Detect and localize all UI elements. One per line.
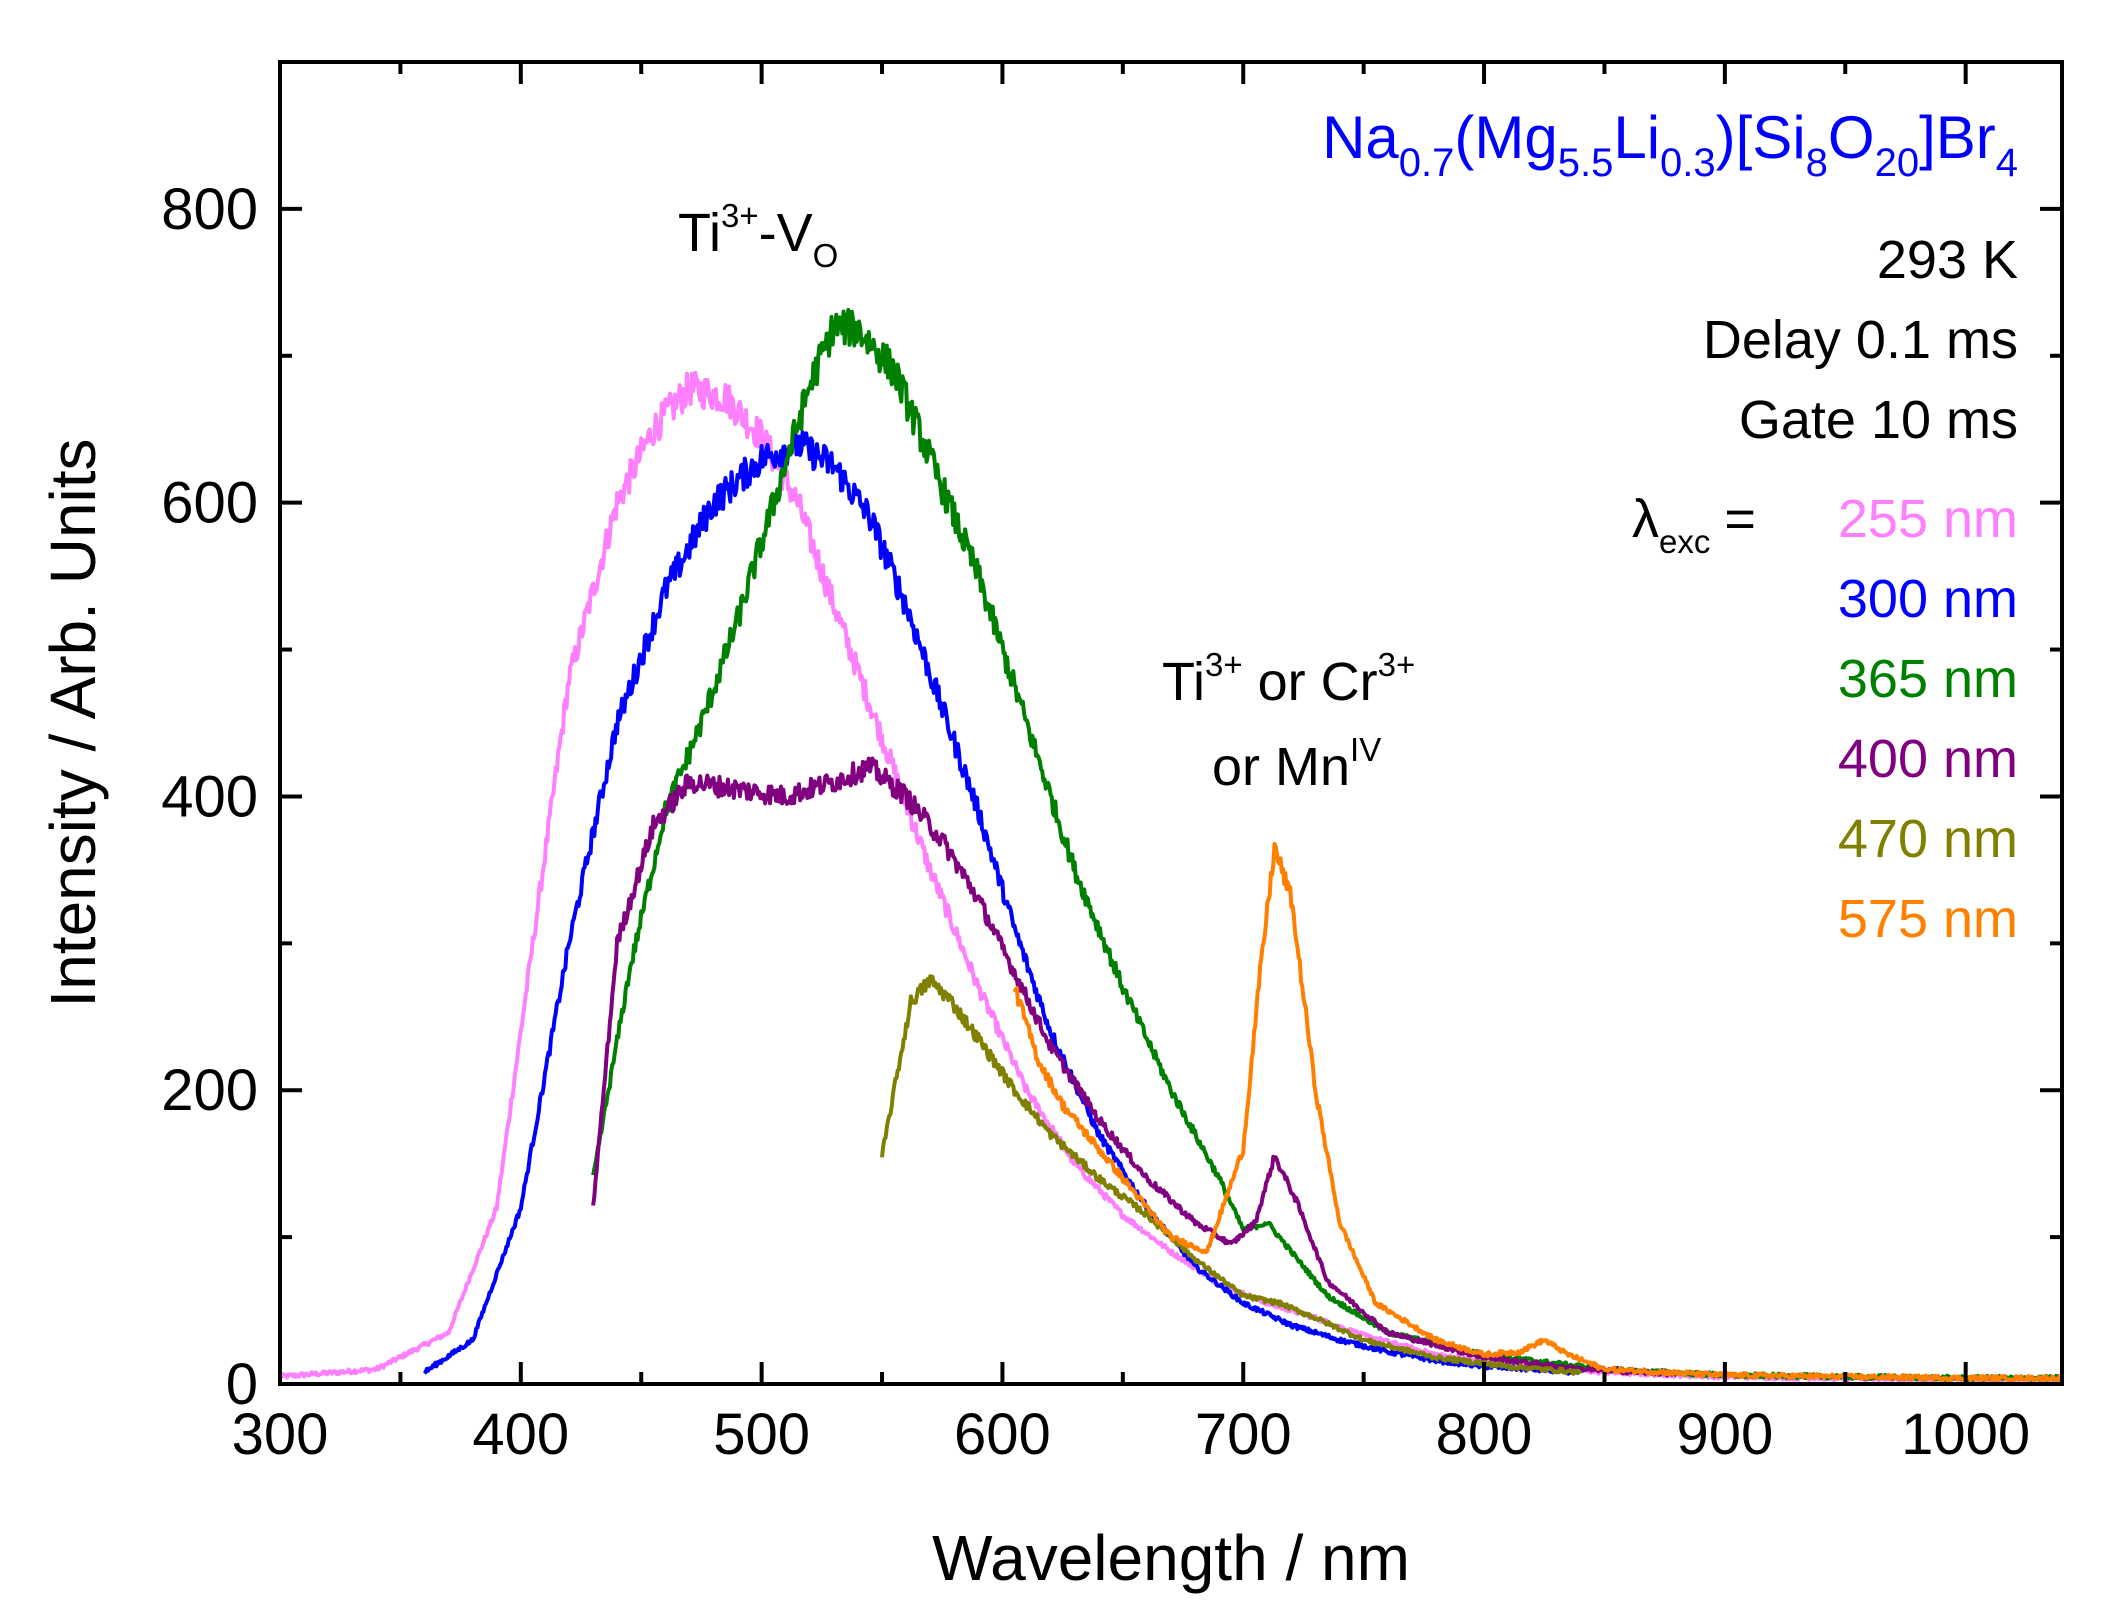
ann2-ti: Ti [1162, 652, 1205, 712]
x-tick-label: 600 [954, 1402, 1051, 1467]
series-line-575-nm [1012, 841, 2064, 1383]
formula-part: Li [1613, 104, 1660, 171]
series-line-300-nm [422, 428, 1582, 1376]
x-tick-label: 800 [1436, 1402, 1533, 1467]
temperature-label: 293 K [1877, 230, 2018, 290]
ann-ti-charge: 3+ [721, 197, 759, 234]
formula-subscript: 8 [1806, 141, 1828, 185]
excitation-lambda-label: λexc = [1632, 489, 1756, 560]
ann3-mn-charge: IV [1350, 731, 1381, 768]
x-tick-label: 400 [472, 1402, 569, 1467]
series-layer [278, 308, 2064, 1384]
ann2-ti-charge: 3+ [1205, 646, 1243, 683]
formula-part: ]Br [1919, 104, 1996, 171]
series-line-255-nm [278, 370, 2063, 1384]
legend-entry: 255 nm [1838, 489, 2018, 549]
x-tick-label: 700 [1195, 1402, 1292, 1467]
lambda-equals: = [1724, 489, 1756, 549]
formula-part: (Mg [1454, 104, 1557, 171]
ann-v: -V [759, 203, 813, 263]
lambda-symbol: λ [1632, 489, 1659, 549]
formula-part: O [1828, 104, 1875, 171]
y-tick-label: 0 [226, 1352, 258, 1417]
ann-o-sub: O [813, 237, 839, 274]
ticks-layer: 300 400 500 600 700 800 900 1000 0 200 400 600 800 [161, 60, 2062, 1467]
compound-formula: Na0.7(Mg5.5Li0.3)[Si8O20]Br4 [1322, 104, 2018, 185]
series-line-400-nm [591, 756, 1679, 1378]
legend-entry: 365 nm [1838, 649, 2018, 709]
ann-ti: Ti [678, 203, 721, 263]
y-tick-label: 400 [161, 764, 258, 829]
formula-subscript: 0.3 [1660, 141, 1716, 185]
formula-part: Na [1322, 104, 1399, 171]
legend-entry: 470 nm [1838, 809, 2018, 869]
legend-entry: 575 nm [1838, 889, 2018, 949]
x-tick-label: 300 [232, 1402, 329, 1467]
ann3-or-mn: or Mn [1212, 737, 1350, 797]
legend-entry: 400 nm [1838, 729, 2018, 789]
x-tick-label: 500 [713, 1402, 810, 1467]
series-line-470-nm [880, 974, 1583, 1376]
gate-label: Gate 10 ms [1739, 390, 2018, 450]
annotation-ti-vo: Ti3+-VO [678, 197, 838, 274]
x-tick-label: 900 [1676, 1402, 1773, 1467]
annotation-mn: or MnIV [1212, 731, 1381, 797]
lambda-subscript: exc [1659, 523, 1710, 560]
annotation-ti-cr: Ti3+ or Cr3+ [1162, 646, 1415, 712]
legend-entry: 300 nm [1838, 569, 2018, 629]
formula-subscript: 0.7 [1399, 141, 1455, 185]
formula-part: )[Si [1716, 104, 1806, 171]
y-axis-title: Intensity / Arb. Units [37, 438, 109, 1007]
plot-frame [278, 60, 2064, 1386]
ann2-or-cr: or Cr [1243, 652, 1378, 712]
y-tick-label: 800 [161, 177, 258, 242]
y-tick-label: 200 [161, 1058, 258, 1123]
legend: 255 nm 300 nm 365 nm 400 nm 470 nm 575 nm [1838, 489, 2018, 949]
y-tick-label: 600 [161, 471, 258, 536]
formula-subscript: 5.5 [1558, 141, 1614, 185]
x-axis-title: Wavelength / nm [932, 1522, 1410, 1594]
formula-subscript: 20 [1875, 141, 1920, 185]
x-tick-label: 1000 [1901, 1402, 2030, 1467]
ann2-cr-charge: 3+ [1378, 646, 1416, 683]
delay-label: Delay 0.1 ms [1703, 310, 2018, 370]
formula-subscript: 4 [1996, 141, 2018, 185]
